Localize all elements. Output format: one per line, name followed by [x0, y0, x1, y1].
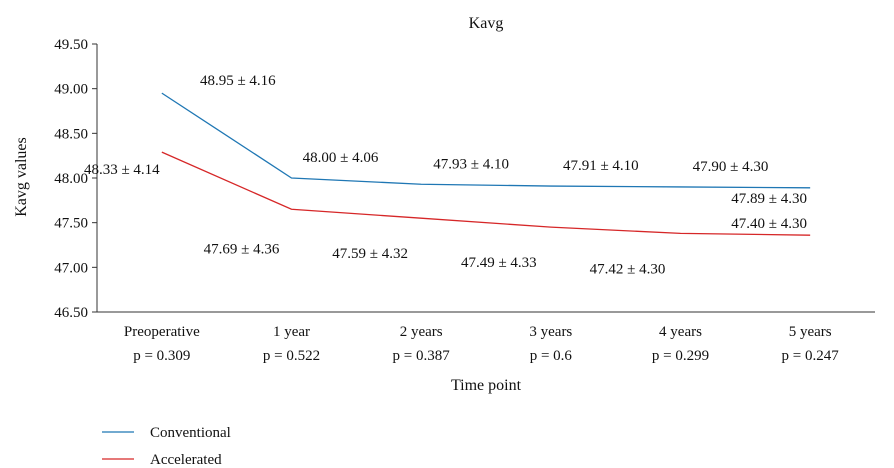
x-tick-label: 5 years: [789, 324, 832, 340]
data-label: 47.69 ± 4.36: [204, 241, 280, 257]
x-tick-pvalue: p = 0.309: [133, 348, 190, 364]
x-tick-pvalue: p = 0.387: [393, 348, 451, 364]
data-label: 48.95 ± 4.16: [200, 73, 276, 89]
data-label: 48.33 ± 4.14: [84, 162, 160, 178]
y-tick-label: 46.50: [54, 305, 88, 321]
data-label: 47.49 ± 4.33: [461, 255, 537, 271]
data-label: 47.42 ± 4.30: [590, 261, 666, 277]
series-line-conventional: [161, 92, 811, 189]
legend-label: Accelerated: [150, 452, 222, 468]
x-axis-label: Time point: [451, 377, 522, 394]
legend-label: Conventional: [150, 425, 231, 441]
data-label: 47.91 ± 4.10: [563, 158, 639, 174]
y-tick-label: 47.00: [54, 260, 88, 276]
x-tick-pvalue: p = 0.6: [530, 348, 573, 364]
y-tick-label: 48.00: [54, 171, 88, 187]
y-tick-label: 49.00: [54, 82, 88, 98]
x-tick-label: 3 years: [529, 324, 572, 340]
data-label: 47.89 ± 4.30: [731, 191, 807, 207]
x-tick-pvalue: p = 0.299: [652, 348, 709, 364]
x-tick-pvalue: p = 0.247: [782, 348, 840, 364]
data-label: 47.59 ± 4.32: [332, 246, 408, 262]
series-group: 48.95 ± 4.16 48.00 ± 4.06 47.93 ± 4.10 47.9…: [84, 73, 811, 277]
legend: Conventional Accelerated: [102, 425, 231, 468]
data-label: 48.00 ± 4.06: [303, 150, 379, 166]
series-line-accelerated: [161, 151, 811, 236]
chart-title: Kavg: [469, 15, 504, 32]
y-tick-label: 48.50: [54, 126, 88, 142]
y-axis-label: Kavg values: [13, 137, 30, 217]
x-tick-label: Preoperative: [124, 324, 200, 340]
series-conventional: 48.95 ± 4.16 48.00 ± 4.06 47.93 ± 4.10 47.9…: [161, 73, 811, 207]
x-tick-label: 4 years: [659, 324, 702, 340]
axes: 46.50 47.00 47.50 48.00 48.50 49.00 49.50 Preop…: [54, 37, 875, 364]
x-tick-label: 1 year: [273, 324, 310, 340]
x-tick-label: 2 years: [400, 324, 443, 340]
data-label: 47.93 ± 4.10: [433, 156, 509, 172]
data-label: 47.90 ± 4.30: [693, 159, 769, 175]
series-accelerated: 48.33 ± 4.14 47.69 ± 4.36 47.59 ± 4.32 47.4…: [84, 151, 811, 277]
y-tick-label: 47.50: [54, 216, 88, 232]
y-tick-label: 49.50: [54, 37, 88, 53]
x-tick-pvalue: p = 0.522: [263, 348, 320, 364]
data-label: 47.40 ± 4.30: [731, 216, 807, 232]
